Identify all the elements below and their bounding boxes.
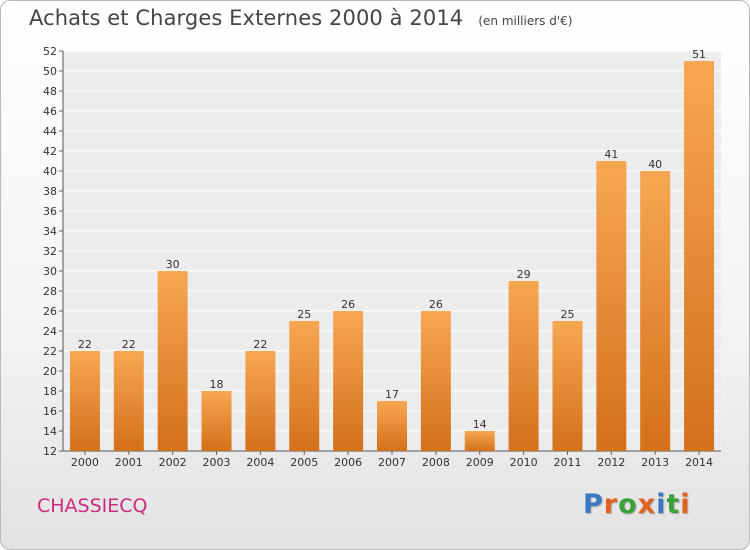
- proxiti-logo: Proxiti: [583, 489, 691, 520]
- x-tick-label: 2000: [71, 456, 99, 469]
- x-tick-label: 2009: [466, 456, 494, 469]
- bar-value-label: 22: [78, 338, 92, 351]
- commune-name: CHASSIECQ: [37, 495, 148, 517]
- y-tick-label: 38: [43, 185, 57, 198]
- y-tick-label: 20: [43, 365, 57, 378]
- y-tick-label: 26: [43, 305, 57, 318]
- logo-letter: i: [656, 489, 667, 520]
- x-tick-label: 2014: [685, 456, 713, 469]
- x-tick-label: 2002: [159, 456, 187, 469]
- bar: [289, 321, 320, 451]
- x-tick-label: 2003: [203, 456, 231, 469]
- y-tick-label: 30: [43, 265, 57, 278]
- logo-letter: x: [637, 489, 657, 520]
- logo-letter: r: [603, 489, 619, 520]
- bar: [377, 401, 407, 451]
- x-tick-label: 2006: [334, 456, 362, 469]
- chart-unit: (en milliers d'€): [478, 14, 573, 28]
- bar-value-label: 29: [517, 268, 531, 281]
- y-tick-label: 14: [43, 425, 57, 438]
- logo-letter: t: [666, 489, 681, 520]
- logo-letter: i: [680, 489, 691, 520]
- y-tick-label: 12: [43, 445, 57, 458]
- y-tick-label: 32: [43, 245, 57, 258]
- x-tick-label: 2010: [510, 456, 538, 469]
- bar: [464, 431, 495, 451]
- bar: [113, 351, 144, 451]
- y-tick-label: 34: [43, 225, 57, 238]
- y-tick-label: 48: [43, 85, 57, 98]
- plot-area: 12 14 16 18 20 22 24 26 28 30 32 34 36 38 40 42 44 46 48 50…: [43, 45, 721, 469]
- x-tick-label: 2011: [553, 456, 581, 469]
- bar: [69, 351, 100, 451]
- bar-value-label: 14: [473, 418, 487, 431]
- bar-value-label: 30: [166, 258, 180, 271]
- chart-title: Achats et Charges Externes 2000 à 2014: [29, 6, 464, 30]
- bar: [508, 281, 539, 451]
- x-tick-label: 2013: [641, 456, 669, 469]
- bar: [552, 321, 583, 451]
- x-tick-label: 2004: [246, 456, 274, 469]
- x-tick-label: 2005: [290, 456, 318, 469]
- y-tick-label: 42: [43, 145, 57, 158]
- bar-value-label: 40: [648, 158, 662, 171]
- y-tick-label: 22: [43, 345, 57, 358]
- y-tick-label: 50: [43, 65, 57, 78]
- bar-value-label: 26: [429, 298, 443, 311]
- bar-value-label: 26: [341, 298, 355, 311]
- x-tick-label: 2007: [378, 456, 406, 469]
- bar: [245, 351, 276, 451]
- bar: [333, 311, 364, 451]
- y-tick-label: 28: [43, 285, 57, 298]
- bar-value-label: 18: [210, 378, 224, 391]
- bar: [420, 311, 451, 451]
- bar: [201, 391, 232, 451]
- bar-value-label: 41: [604, 148, 618, 161]
- y-tick-label: 18: [43, 385, 57, 398]
- logo-letter: P: [583, 489, 604, 520]
- bar: [157, 271, 188, 451]
- bar: [596, 161, 627, 451]
- x-tick-label: 2001: [115, 456, 143, 469]
- bar-value-label: 25: [297, 308, 311, 321]
- bar: [640, 171, 671, 451]
- bar-value-label: 17: [385, 388, 399, 401]
- bar-value-label: 51: [692, 48, 706, 61]
- y-tick-label: 24: [43, 325, 57, 338]
- bar-value-label: 25: [560, 308, 574, 321]
- y-tick-label: 44: [43, 125, 57, 138]
- bar: [684, 61, 715, 451]
- x-tick-label: 2008: [422, 456, 450, 469]
- title-row: Achats et Charges Externes 2000 à 2014 (…: [29, 6, 572, 30]
- y-tick-label: 46: [43, 105, 57, 118]
- y-tick-label: 16: [43, 405, 57, 418]
- y-tick-label: 40: [43, 165, 57, 178]
- y-tick-label: 52: [43, 45, 57, 58]
- bar-value-label: 22: [253, 338, 267, 351]
- logo-letter: o: [618, 489, 638, 520]
- bar-value-label: 22: [122, 338, 136, 351]
- y-tick-label: 36: [43, 205, 57, 218]
- x-tick-label: 2012: [597, 456, 625, 469]
